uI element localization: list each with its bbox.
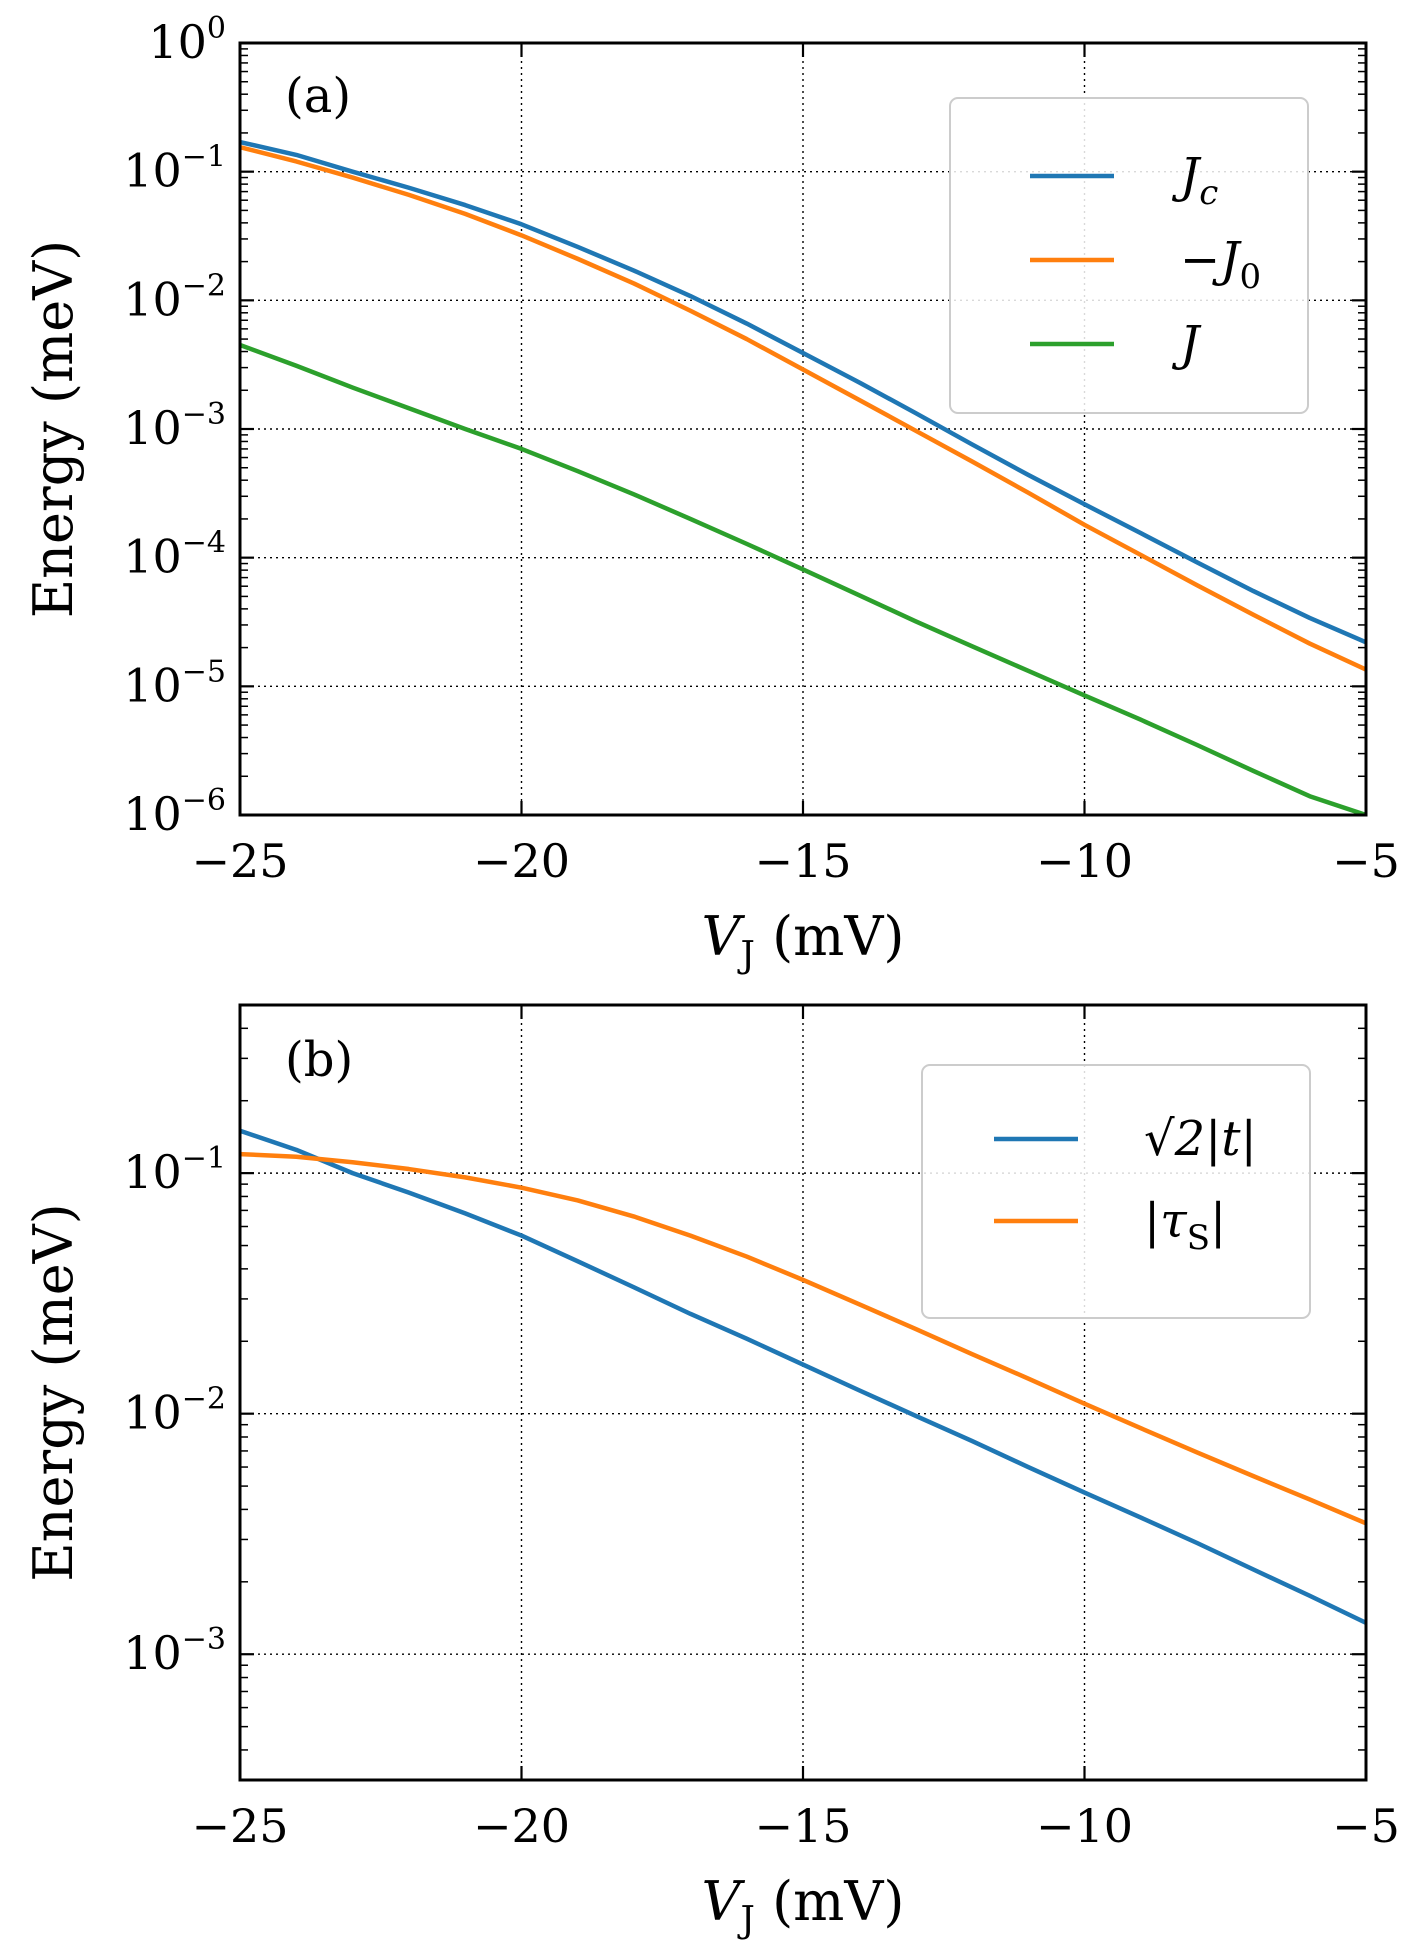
y-tick-label: 10−3 <box>123 397 226 455</box>
y-tick-label: 10−1 <box>123 1141 226 1199</box>
y-tick-label: 10−4 <box>123 526 226 584</box>
y-tick-base: 10 <box>123 1386 182 1440</box>
legend: Jc−J0J <box>949 97 1309 414</box>
y-tick-exponent: 0 <box>207 11 226 46</box>
x-tick-label: −20 <box>473 834 570 888</box>
y-tick-exponent: −5 <box>182 654 226 689</box>
y-tick-exponent: −1 <box>182 1141 226 1176</box>
y-tick-base: 10 <box>123 272 182 326</box>
y-axis-title: Energy (meV) <box>22 1203 85 1582</box>
series-group <box>240 139 1366 815</box>
legend: √2|t| |τS| <box>921 1064 1311 1319</box>
x-axis-title-main: V <box>702 1870 746 1933</box>
x-tick-label: −15 <box>754 1799 851 1853</box>
y-tick-label: 100 <box>148 11 226 69</box>
legend-main: √2|t| <box>1144 1111 1257 1167</box>
y-tick-base: 10 <box>123 1145 182 1199</box>
x-tick-label: −5 <box>1332 834 1400 888</box>
plot-frame <box>238 41 1368 817</box>
series-line <box>240 1151 1366 1526</box>
y-tick-exponent: −2 <box>182 268 226 303</box>
legend-sub: S <box>1187 1218 1210 1258</box>
y-axis-title: Energy (meV) <box>22 240 85 619</box>
panel-b: −25 −20 −15 −10 −510−310−210−1(b)VJ (mV)Ener… <box>22 1003 1400 1941</box>
series-line <box>240 1128 1366 1625</box>
legend-label: |τS| <box>1144 1193 1226 1258</box>
x-tick-label: −5 <box>1332 1799 1400 1853</box>
y-tick-base: 10 <box>123 1626 182 1680</box>
legend-frame <box>921 1064 1311 1319</box>
x-axis-title-sub: J <box>737 935 755 976</box>
legend-label: √2|t| <box>1144 1111 1257 1167</box>
series-line <box>240 144 1366 672</box>
y-tick-label: 10−5 <box>123 654 226 712</box>
y-tick-base: 10 <box>123 401 182 455</box>
x-tick-label: −10 <box>1036 1799 1133 1853</box>
legend-prefix: − <box>1180 232 1220 288</box>
y-tick-base: 10 <box>123 530 182 584</box>
series-group <box>240 1128 1366 1625</box>
y-tick-exponent: −3 <box>182 397 226 432</box>
x-tick-label: −10 <box>1036 834 1133 888</box>
legend-frame <box>949 97 1309 414</box>
x-tick-label: −15 <box>754 834 851 888</box>
panel-label: (a) <box>285 68 351 124</box>
y-tick-base: 10 <box>123 787 182 841</box>
legend-label: −J0 <box>1180 232 1261 297</box>
y-tick-base: 10 <box>148 15 207 69</box>
x-axis-title: VJ (mV) <box>702 1870 905 1941</box>
y-tick-base: 10 <box>123 144 182 198</box>
legend-suffix: | <box>1210 1193 1226 1249</box>
x-axis-title-unit: (mV) <box>755 1870 905 1933</box>
y-tick-label: 10−1 <box>123 140 226 198</box>
y-tick-exponent: −4 <box>182 526 226 561</box>
x-tick-label: −20 <box>473 1799 570 1853</box>
y-tick-base: 10 <box>123 658 182 712</box>
y-tick-exponent: −3 <box>182 1622 226 1657</box>
y-tick-label: 10−2 <box>123 1382 226 1440</box>
y-tick-exponent: −2 <box>182 1382 226 1417</box>
legend-sub: 0 <box>1239 257 1261 297</box>
y-tick-label: 10−3 <box>123 1622 226 1680</box>
panel-label: (b) <box>285 1032 353 1088</box>
x-axis-title-sub: J <box>737 1900 755 1941</box>
x-axis-title-main: V <box>702 905 746 968</box>
y-tick-label: 10−6 <box>123 783 226 841</box>
y-tick-exponent: −6 <box>182 783 226 818</box>
legend-main: |τ <box>1144 1193 1188 1249</box>
x-axis-title-unit: (mV) <box>755 905 905 968</box>
plot-frame <box>238 1003 1368 1782</box>
series-line <box>240 342 1366 815</box>
x-tick-label: −25 <box>191 1799 288 1853</box>
x-tick-label: −25 <box>191 834 288 888</box>
x-axis-title: VJ (mV) <box>702 905 905 976</box>
series-line <box>240 139 1366 645</box>
panel-a: −25 −20 −15 −10 −510−610−510−410−310−210−110… <box>22 11 1400 976</box>
legend-sub: c <box>1199 173 1218 213</box>
y-tick-label: 10−2 <box>123 268 226 326</box>
y-tick-exponent: −1 <box>182 140 226 175</box>
